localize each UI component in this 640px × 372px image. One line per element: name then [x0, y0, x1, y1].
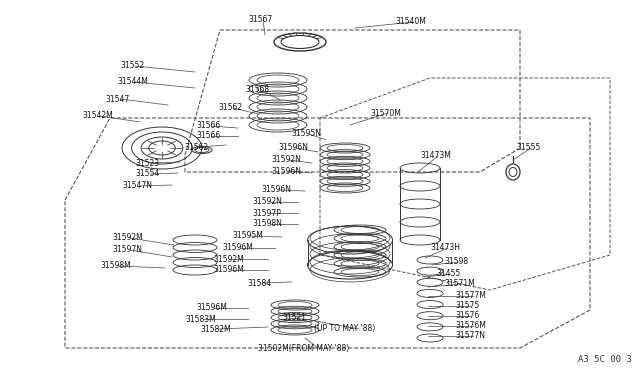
Text: 31540M: 31540M — [395, 17, 426, 26]
Text: 31597N: 31597N — [112, 246, 142, 254]
Text: 31455: 31455 — [436, 269, 460, 279]
Text: 31552: 31552 — [120, 61, 144, 71]
Text: 31571M: 31571M — [444, 279, 475, 289]
Text: 31592N: 31592N — [252, 198, 282, 206]
Text: 31597P: 31597P — [252, 208, 281, 218]
Text: 31596M: 31596M — [222, 244, 253, 253]
Text: 31562: 31562 — [218, 103, 242, 112]
Text: 31577M: 31577M — [455, 292, 486, 301]
Text: 31502M(FROM MAY '88): 31502M(FROM MAY '88) — [258, 343, 349, 353]
Text: 31583M: 31583M — [185, 314, 216, 324]
Text: 31596N: 31596N — [278, 144, 308, 153]
Text: 31542M: 31542M — [82, 112, 113, 121]
Text: 31567: 31567 — [248, 16, 272, 25]
Text: 31576: 31576 — [455, 311, 479, 321]
Text: 31562: 31562 — [184, 142, 208, 151]
Text: 31547: 31547 — [105, 94, 129, 103]
Text: 31582M: 31582M — [200, 324, 230, 334]
Text: 31596M: 31596M — [213, 266, 244, 275]
Text: 31554: 31554 — [135, 170, 159, 179]
Text: 31544M: 31544M — [117, 77, 148, 87]
Text: 31596M: 31596M — [196, 304, 227, 312]
Text: 31473H: 31473H — [430, 244, 460, 253]
Text: 31523: 31523 — [135, 158, 159, 167]
Text: 31595M: 31595M — [232, 231, 263, 241]
Text: 31592M: 31592M — [112, 234, 143, 243]
Text: 31566: 31566 — [196, 122, 220, 131]
Text: 31547N: 31547N — [122, 182, 152, 190]
Text: 31598N: 31598N — [252, 219, 282, 228]
Text: 31592N: 31592N — [271, 155, 301, 164]
Text: 31568: 31568 — [245, 84, 269, 93]
Text: 31555: 31555 — [516, 144, 540, 153]
Text: 31577N: 31577N — [455, 331, 485, 340]
Text: A3 5C 00 3: A3 5C 00 3 — [579, 355, 632, 364]
Text: 31570M: 31570M — [370, 109, 401, 118]
Text: 31566: 31566 — [196, 131, 220, 141]
Text: 31598M: 31598M — [100, 262, 131, 270]
Text: 31473M: 31473M — [420, 151, 451, 160]
Text: 31576M: 31576M — [455, 321, 486, 330]
Text: 31598: 31598 — [444, 257, 468, 266]
Text: 31575: 31575 — [455, 301, 479, 311]
Text: 31584: 31584 — [247, 279, 271, 288]
Text: 31521: 31521 — [282, 314, 306, 323]
Text: (UP TO MAY '88): (UP TO MAY '88) — [314, 324, 375, 334]
Text: 31596N: 31596N — [261, 186, 291, 195]
Text: 31595N: 31595N — [291, 129, 321, 138]
Text: 31596N: 31596N — [271, 167, 301, 176]
Text: 31592M: 31592M — [213, 254, 244, 263]
